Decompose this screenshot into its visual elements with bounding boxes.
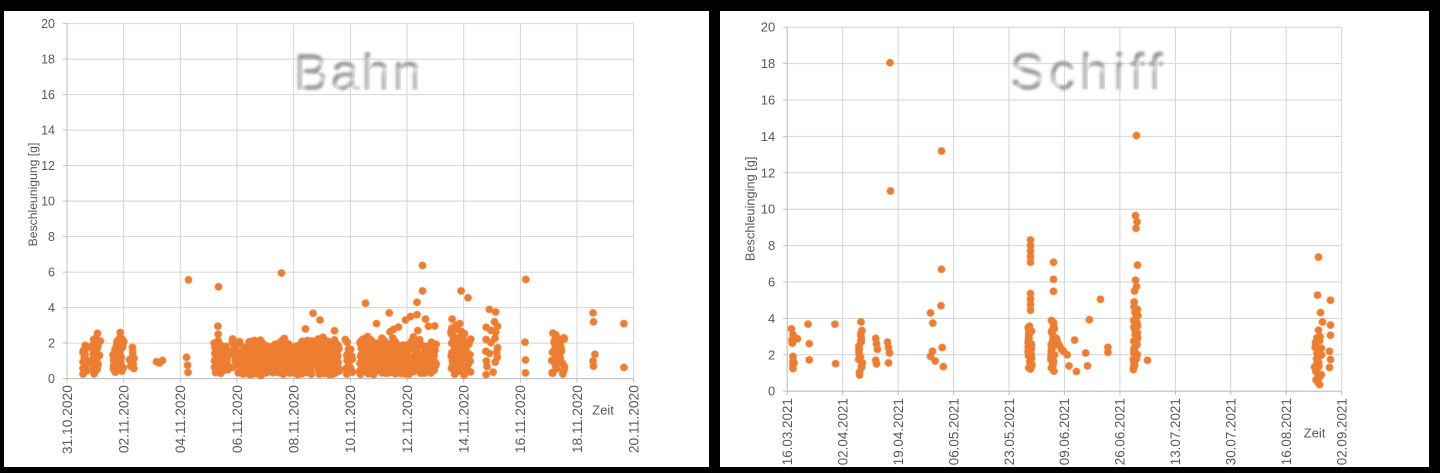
svg-text:16.08.2021: 16.08.2021: [1279, 398, 1294, 465]
svg-text:4: 4: [48, 301, 55, 315]
svg-text:8: 8: [48, 230, 55, 244]
svg-text:02.11.2020: 02.11.2020: [116, 385, 131, 453]
svg-text:30.07.2021: 30.07.2021: [1223, 398, 1238, 465]
svg-text:19.04.2021: 19.04.2021: [890, 398, 905, 465]
svg-text:8: 8: [767, 238, 774, 253]
svg-text:13.07.2021: 13.07.2021: [1168, 398, 1183, 465]
svg-text:18: 18: [760, 56, 774, 71]
svg-text:Beschleunigung [g]: Beschleunigung [g]: [26, 142, 40, 246]
svg-text:09.06.2021: 09.06.2021: [1057, 398, 1072, 465]
svg-text:14: 14: [41, 123, 55, 137]
svg-text:26.06.2021: 26.06.2021: [1112, 398, 1127, 465]
svg-text:12: 12: [760, 165, 774, 180]
svg-text:18: 18: [41, 52, 55, 66]
svg-text:2: 2: [48, 336, 55, 350]
svg-text:4: 4: [767, 311, 774, 326]
svg-text:20: 20: [760, 19, 774, 34]
svg-text:16.03.2021: 16.03.2021: [780, 398, 795, 465]
svg-text:06.11.2020: 06.11.2020: [229, 385, 244, 453]
svg-text:23.05.2021: 23.05.2021: [1001, 398, 1016, 465]
svg-text:16: 16: [41, 88, 55, 102]
svg-text:06.05.2021: 06.05.2021: [946, 398, 961, 465]
svg-text:04.11.2020: 04.11.2020: [173, 385, 188, 453]
svg-text:12: 12: [41, 159, 55, 173]
svg-text:02.04.2021: 02.04.2021: [835, 398, 850, 465]
svg-text:2: 2: [767, 347, 774, 362]
svg-text:6: 6: [767, 274, 774, 289]
svg-text:6: 6: [48, 265, 55, 279]
svg-text:0: 0: [48, 372, 55, 386]
svg-text:10: 10: [760, 201, 774, 216]
svg-text:Bahn: Bahn: [294, 43, 424, 100]
svg-text:Schiff: Schiff: [1010, 43, 1168, 100]
svg-text:14.11.2020: 14.11.2020: [456, 385, 471, 453]
svg-text:31.10.2020: 31.10.2020: [59, 385, 74, 454]
svg-text:10: 10: [41, 194, 55, 208]
svg-text:Beschleuinging [g]: Beschleuinging [g]: [742, 156, 757, 261]
svg-text:16.11.2020: 16.11.2020: [513, 385, 528, 453]
svg-text:14: 14: [760, 129, 774, 144]
svg-text:Zeit: Zeit: [592, 402, 614, 417]
svg-text:18.11.2020: 18.11.2020: [569, 385, 584, 453]
svg-text:20.11.2020: 20.11.2020: [626, 385, 641, 453]
svg-text:20: 20: [41, 17, 55, 31]
svg-text:10.11.2020: 10.11.2020: [343, 385, 358, 453]
svg-text:08.11.2020: 08.11.2020: [286, 385, 301, 453]
svg-text:16: 16: [760, 92, 774, 107]
svg-text:02.09.2021: 02.09.2021: [1334, 398, 1349, 465]
svg-text:12.11.2020: 12.11.2020: [399, 385, 414, 453]
svg-text:Zeit: Zeit: [1303, 425, 1325, 440]
svg-text:0: 0: [767, 383, 774, 398]
